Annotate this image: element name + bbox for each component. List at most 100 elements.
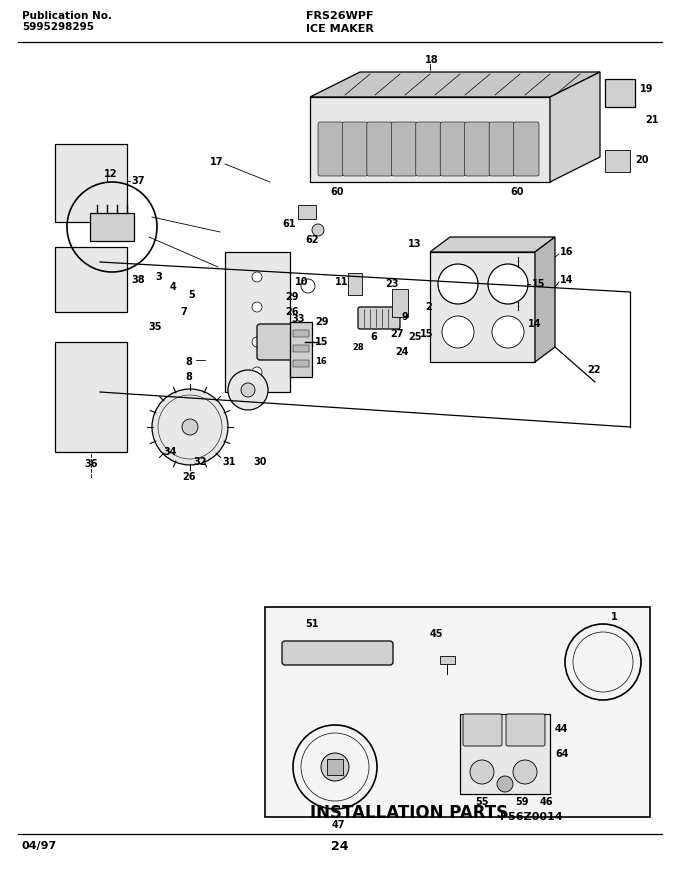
FancyBboxPatch shape	[460, 714, 550, 794]
FancyBboxPatch shape	[605, 79, 635, 107]
Text: 9: 9	[402, 312, 409, 322]
Text: 24: 24	[395, 347, 409, 357]
Circle shape	[301, 279, 315, 293]
FancyBboxPatch shape	[391, 122, 417, 176]
Text: 46: 46	[540, 797, 554, 807]
Polygon shape	[550, 72, 600, 182]
FancyBboxPatch shape	[343, 122, 368, 176]
FancyBboxPatch shape	[293, 360, 309, 367]
Text: 4: 4	[170, 282, 177, 292]
Text: 34: 34	[163, 447, 177, 457]
Text: 13: 13	[408, 239, 422, 249]
Polygon shape	[430, 237, 555, 252]
Text: 61: 61	[282, 219, 296, 229]
Text: 31: 31	[222, 457, 235, 467]
FancyBboxPatch shape	[225, 252, 290, 392]
FancyBboxPatch shape	[257, 324, 308, 360]
FancyBboxPatch shape	[55, 247, 127, 312]
Polygon shape	[535, 237, 555, 362]
Text: 6: 6	[370, 332, 377, 342]
Text: 29: 29	[285, 292, 299, 302]
Circle shape	[228, 370, 268, 410]
Text: P56Z0014: P56Z0014	[500, 812, 562, 822]
Text: 14: 14	[528, 319, 541, 329]
Text: 16: 16	[315, 357, 327, 367]
Text: 26: 26	[182, 472, 196, 482]
Text: 19: 19	[640, 84, 653, 94]
Text: 14: 14	[560, 275, 573, 285]
Circle shape	[442, 316, 474, 348]
Text: 15: 15	[532, 279, 545, 289]
FancyBboxPatch shape	[327, 759, 343, 775]
Text: 7: 7	[180, 307, 187, 317]
Text: 1: 1	[611, 612, 617, 622]
FancyBboxPatch shape	[265, 607, 650, 817]
FancyBboxPatch shape	[318, 122, 343, 176]
Circle shape	[312, 224, 324, 236]
FancyBboxPatch shape	[358, 307, 400, 329]
Text: ICE MAKER: ICE MAKER	[306, 24, 374, 34]
Circle shape	[321, 753, 349, 781]
Text: 60: 60	[510, 187, 524, 197]
FancyBboxPatch shape	[55, 144, 127, 222]
FancyBboxPatch shape	[55, 342, 127, 452]
Text: 5995298295: 5995298295	[22, 22, 94, 32]
Circle shape	[252, 367, 262, 377]
Text: 47: 47	[332, 820, 345, 830]
Text: 8: 8	[185, 372, 192, 382]
Text: FRS26WPF: FRS26WPF	[306, 11, 374, 21]
Circle shape	[513, 760, 537, 784]
Text: 33: 33	[291, 314, 305, 324]
Text: 04/97: 04/97	[22, 841, 57, 851]
Text: 2: 2	[425, 302, 432, 312]
Text: INSTALLATION PARTS: INSTALLATION PARTS	[310, 804, 508, 822]
Text: 20: 20	[635, 155, 649, 165]
Circle shape	[492, 316, 524, 348]
Text: 51: 51	[305, 619, 318, 629]
Text: 44: 44	[555, 724, 568, 734]
Text: 11: 11	[335, 277, 348, 287]
Text: 32: 32	[193, 457, 207, 467]
Text: Publication No.: Publication No.	[22, 11, 112, 21]
Text: 45: 45	[430, 629, 443, 639]
FancyBboxPatch shape	[605, 150, 630, 172]
Text: 38: 38	[131, 275, 145, 285]
FancyBboxPatch shape	[90, 213, 134, 241]
Text: 62: 62	[305, 235, 318, 245]
FancyBboxPatch shape	[293, 345, 309, 352]
FancyBboxPatch shape	[440, 656, 455, 664]
FancyBboxPatch shape	[310, 97, 550, 182]
Text: 3: 3	[155, 272, 162, 282]
FancyBboxPatch shape	[293, 330, 309, 337]
Circle shape	[488, 264, 528, 304]
Text: 59: 59	[515, 797, 528, 807]
FancyBboxPatch shape	[282, 641, 393, 665]
FancyBboxPatch shape	[298, 205, 316, 219]
Circle shape	[152, 389, 228, 465]
Text: 60: 60	[330, 187, 343, 197]
Text: 10: 10	[295, 277, 309, 287]
Text: 22: 22	[587, 365, 600, 375]
Text: 25: 25	[408, 332, 422, 342]
FancyBboxPatch shape	[506, 714, 545, 746]
Text: 27: 27	[390, 329, 403, 339]
FancyBboxPatch shape	[348, 273, 362, 295]
Polygon shape	[310, 72, 600, 97]
FancyBboxPatch shape	[464, 122, 490, 176]
Circle shape	[497, 776, 513, 792]
Circle shape	[182, 419, 198, 435]
Text: 26: 26	[285, 307, 299, 317]
Text: 30: 30	[253, 457, 267, 467]
FancyBboxPatch shape	[415, 122, 441, 176]
Text: 23: 23	[385, 279, 398, 289]
Text: 21: 21	[645, 115, 658, 125]
Text: 37: 37	[131, 176, 144, 186]
Text: 5: 5	[188, 290, 194, 300]
Text: 8: 8	[185, 357, 192, 367]
FancyBboxPatch shape	[367, 122, 392, 176]
Text: 29: 29	[315, 317, 328, 327]
Circle shape	[438, 264, 478, 304]
FancyBboxPatch shape	[510, 267, 526, 302]
FancyBboxPatch shape	[440, 122, 466, 176]
Text: 28: 28	[352, 342, 364, 352]
